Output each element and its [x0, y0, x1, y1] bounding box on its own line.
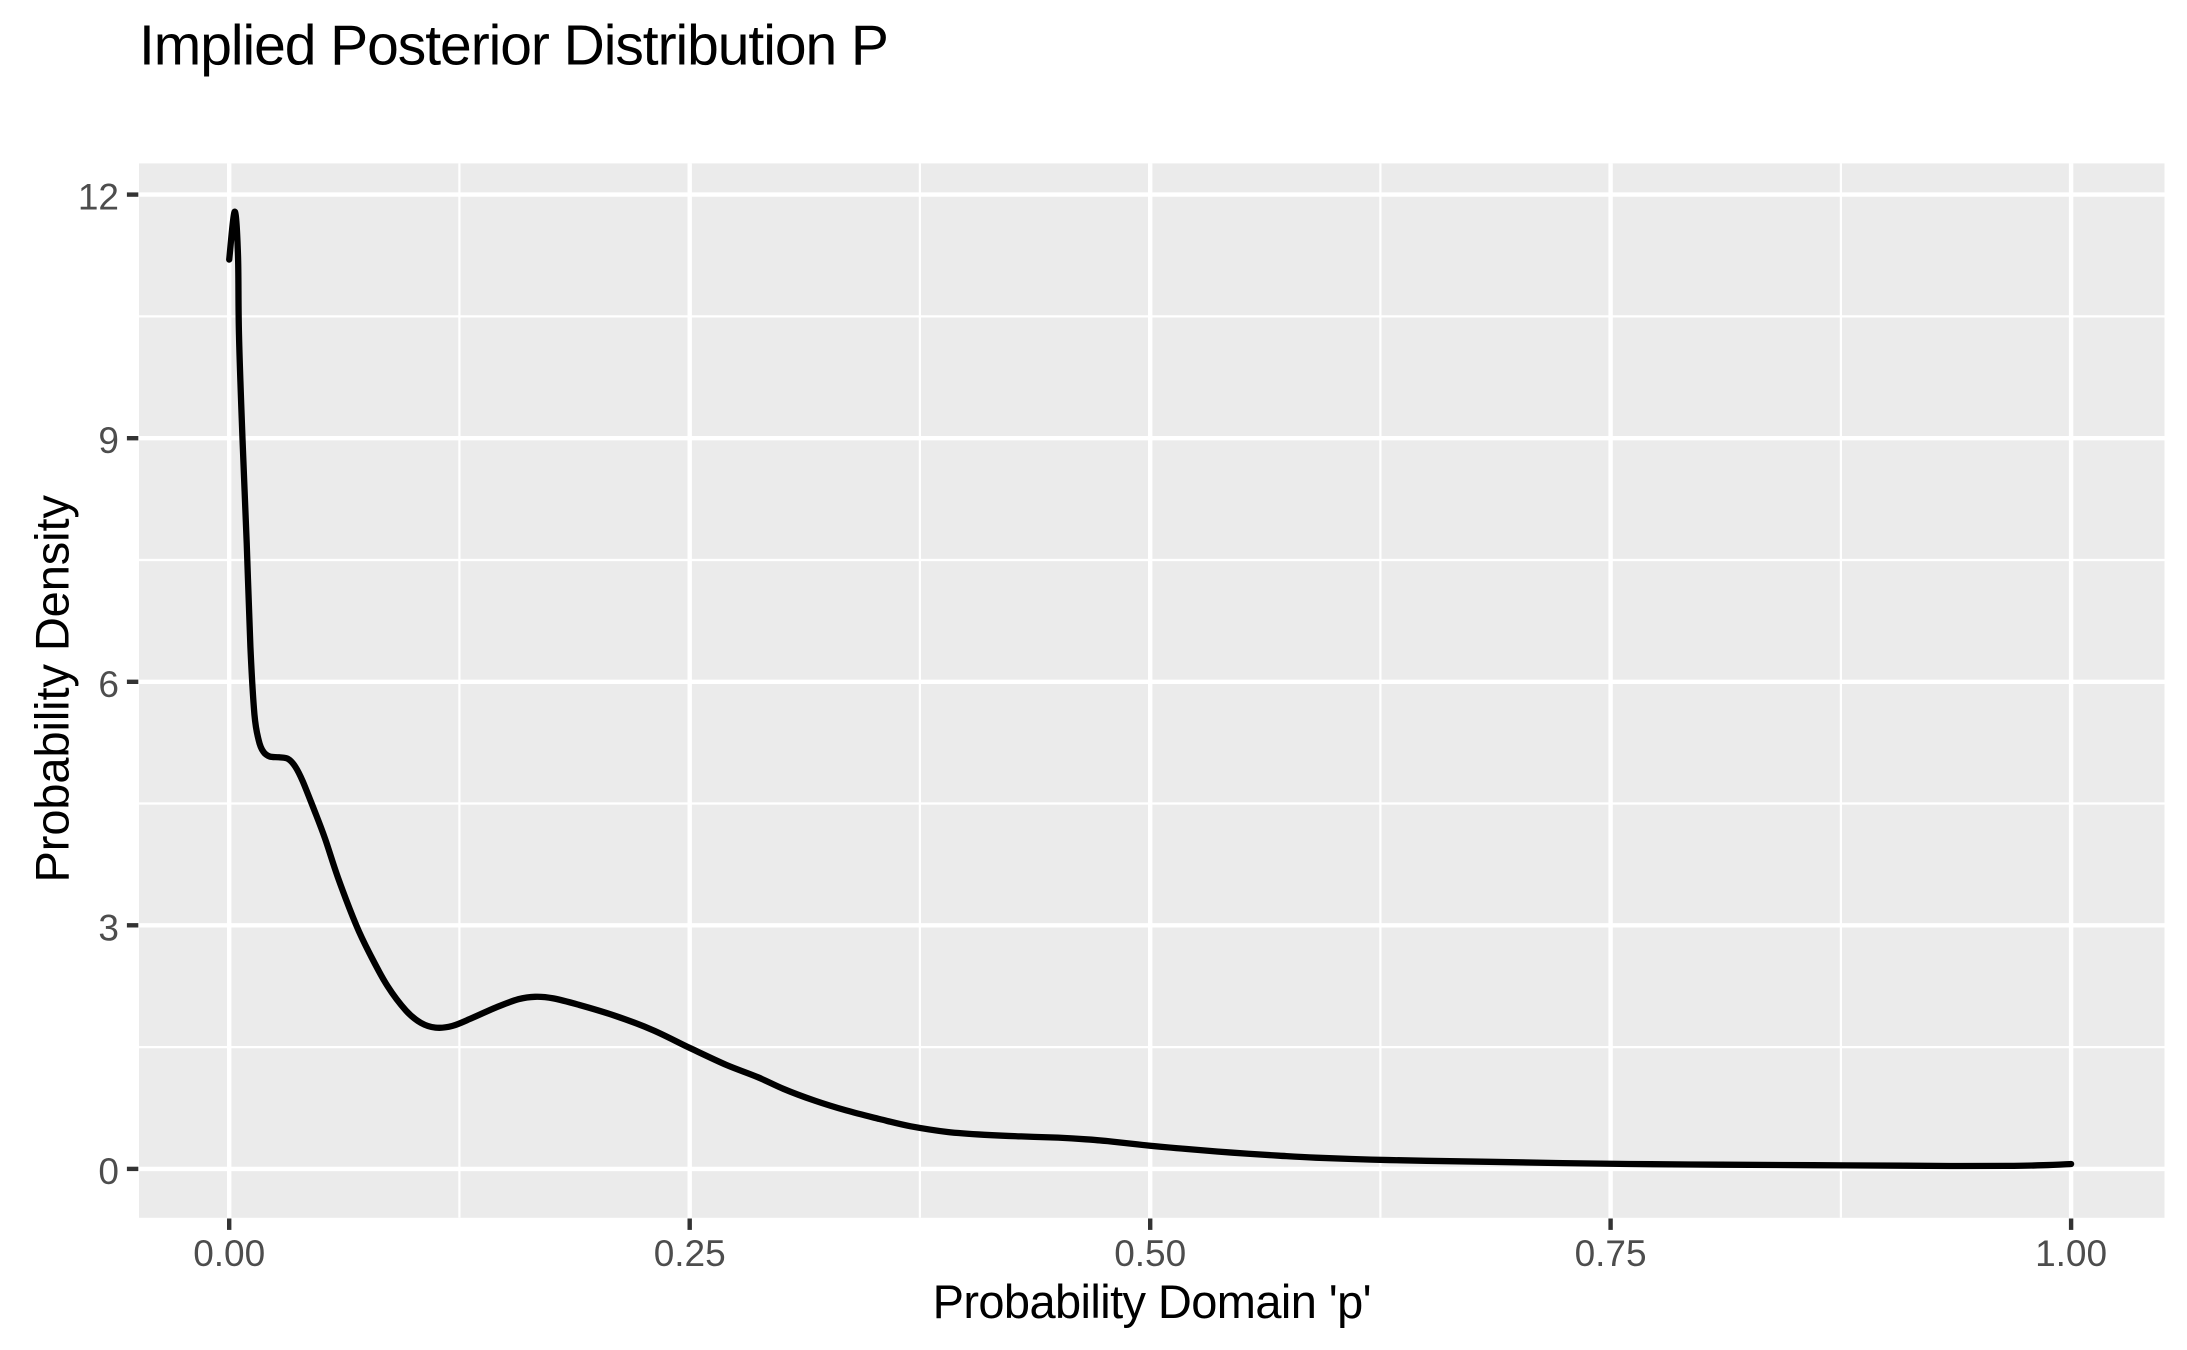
svg-text:12: 12	[78, 177, 119, 218]
svg-text:0.75: 0.75	[1575, 1233, 1647, 1274]
svg-text:0: 0	[98, 1151, 119, 1192]
svg-text:6: 6	[98, 664, 119, 705]
svg-text:0.25: 0.25	[654, 1233, 726, 1274]
svg-text:0.50: 0.50	[1114, 1233, 1186, 1274]
svg-text:9: 9	[98, 420, 119, 461]
svg-text:Probability Density: Probability Density	[26, 495, 79, 883]
svg-text:1.00: 1.00	[2035, 1233, 2107, 1274]
svg-text:0.00: 0.00	[193, 1233, 265, 1274]
svg-text:Implied Posterior Distribution: Implied Posterior Distribution P	[139, 14, 888, 78]
svg-text:Probability Domain 'p': Probability Domain 'p'	[933, 1275, 1371, 1328]
svg-text:3: 3	[98, 907, 119, 948]
